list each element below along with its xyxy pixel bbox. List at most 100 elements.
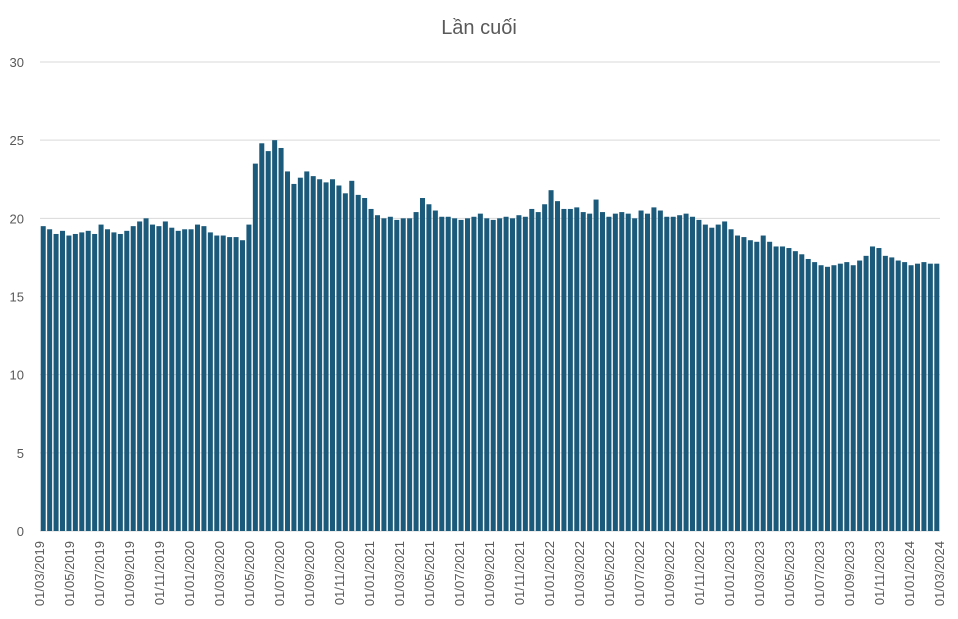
bar xyxy=(117,233,123,531)
chart-title: Lần cuối xyxy=(441,17,517,39)
bar xyxy=(709,227,715,531)
bar xyxy=(644,213,650,531)
x-tick-label: 01/05/2020 xyxy=(242,541,257,606)
bar xyxy=(599,212,605,531)
bar xyxy=(651,207,657,531)
bar xyxy=(291,183,297,531)
bar xyxy=(72,233,78,531)
bar xyxy=(876,248,882,532)
bar xyxy=(169,227,175,531)
bar xyxy=(419,198,425,531)
x-axis-ticks: 01/03/2019 01/05/2019 01/07/2019 01/09/2019… xyxy=(32,541,947,606)
bar xyxy=(702,224,708,531)
gridlines xyxy=(40,61,940,532)
bar xyxy=(407,218,413,531)
bar xyxy=(574,207,580,531)
bar xyxy=(182,229,188,531)
bar xyxy=(252,163,258,531)
bar xyxy=(130,226,136,531)
bar xyxy=(638,210,644,531)
bar xyxy=(696,219,702,531)
bar xyxy=(214,235,220,531)
bar xyxy=(124,230,130,531)
bar xyxy=(220,235,226,531)
bar xyxy=(246,224,252,531)
bar-series xyxy=(40,140,940,532)
bar xyxy=(902,262,908,531)
bar xyxy=(452,218,458,531)
bar xyxy=(355,194,361,531)
bar xyxy=(207,232,213,531)
x-tick-label: 01/05/2022 xyxy=(602,541,617,606)
bar xyxy=(471,216,477,531)
bar xyxy=(857,260,863,531)
bar xyxy=(889,257,895,531)
bar xyxy=(400,218,406,531)
x-tick-label: 01/05/2023 xyxy=(782,541,797,606)
bar xyxy=(895,260,901,531)
bar xyxy=(773,246,779,531)
bar xyxy=(156,226,162,531)
bar xyxy=(239,240,245,531)
bar xyxy=(722,221,728,531)
y-tick-label: 5 xyxy=(17,446,24,461)
x-tick-label: 01/07/2020 xyxy=(272,541,287,606)
x-tick-label: 01/03/2023 xyxy=(752,541,767,606)
bar xyxy=(850,265,856,531)
bar xyxy=(503,216,509,531)
bar xyxy=(445,216,451,531)
bar xyxy=(426,204,432,531)
y-tick-label: 15 xyxy=(10,290,24,305)
bar xyxy=(484,218,490,531)
bar xyxy=(567,208,573,531)
x-tick-label: 01/09/2021 xyxy=(482,541,497,606)
bar xyxy=(278,147,284,532)
y-tick-label: 0 xyxy=(17,524,24,539)
bar xyxy=(497,218,503,531)
x-tick-label: 01/03/2021 xyxy=(392,541,407,606)
bar xyxy=(40,226,46,531)
bar xyxy=(111,232,117,531)
bar xyxy=(227,237,233,531)
bar xyxy=(554,201,560,531)
bar xyxy=(201,226,207,531)
x-tick-label: 01/07/2023 xyxy=(812,541,827,606)
bar xyxy=(439,216,445,531)
bar xyxy=(664,216,670,531)
x-tick-label: 01/05/2021 xyxy=(422,541,437,606)
bar xyxy=(272,140,278,532)
x-tick-label: 01/07/2019 xyxy=(92,541,107,606)
bar xyxy=(66,235,72,531)
x-tick-label: 01/09/2022 xyxy=(662,541,677,606)
bar xyxy=(297,177,303,531)
bar xyxy=(580,212,586,531)
x-tick-label: 01/07/2021 xyxy=(452,541,467,606)
bar xyxy=(458,219,464,531)
x-tick-label: 01/07/2022 xyxy=(632,541,647,606)
bar xyxy=(509,218,515,531)
bar xyxy=(413,212,419,531)
bar xyxy=(606,216,612,531)
bar xyxy=(921,262,927,531)
bar xyxy=(619,212,625,531)
bar xyxy=(59,230,65,531)
bar xyxy=(516,215,522,531)
bar xyxy=(53,233,59,531)
x-tick-label: 01/11/2019 xyxy=(152,541,167,605)
bar xyxy=(284,171,290,531)
bar xyxy=(747,240,753,531)
bar xyxy=(831,265,837,531)
bar xyxy=(760,235,766,531)
bar xyxy=(162,221,168,531)
bar xyxy=(85,230,91,531)
bar xyxy=(548,190,554,531)
bar xyxy=(265,151,271,532)
bar xyxy=(728,229,734,531)
bar xyxy=(754,241,760,531)
x-tick-label: 01/01/2022 xyxy=(542,541,557,606)
x-tick-label: 01/03/2022 xyxy=(572,541,587,606)
bar xyxy=(927,263,933,531)
bar xyxy=(381,218,387,531)
